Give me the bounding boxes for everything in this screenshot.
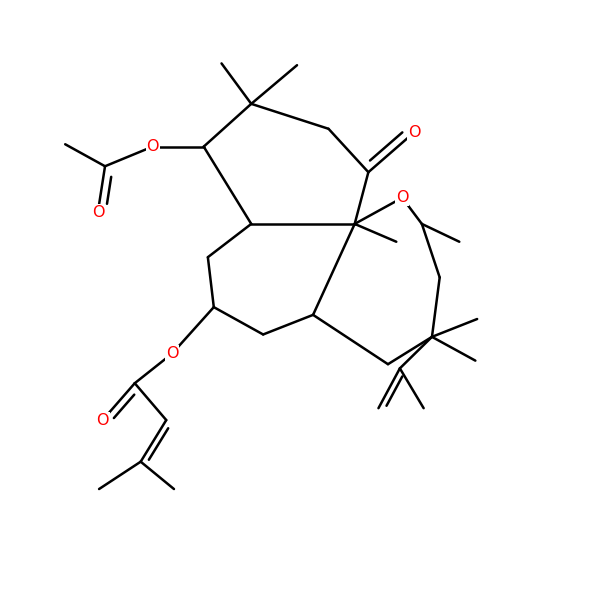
Text: O: O [396,190,409,205]
Text: O: O [166,346,178,361]
Text: O: O [92,205,104,220]
Text: O: O [97,413,109,428]
Text: O: O [146,139,159,154]
Text: O: O [408,125,421,140]
